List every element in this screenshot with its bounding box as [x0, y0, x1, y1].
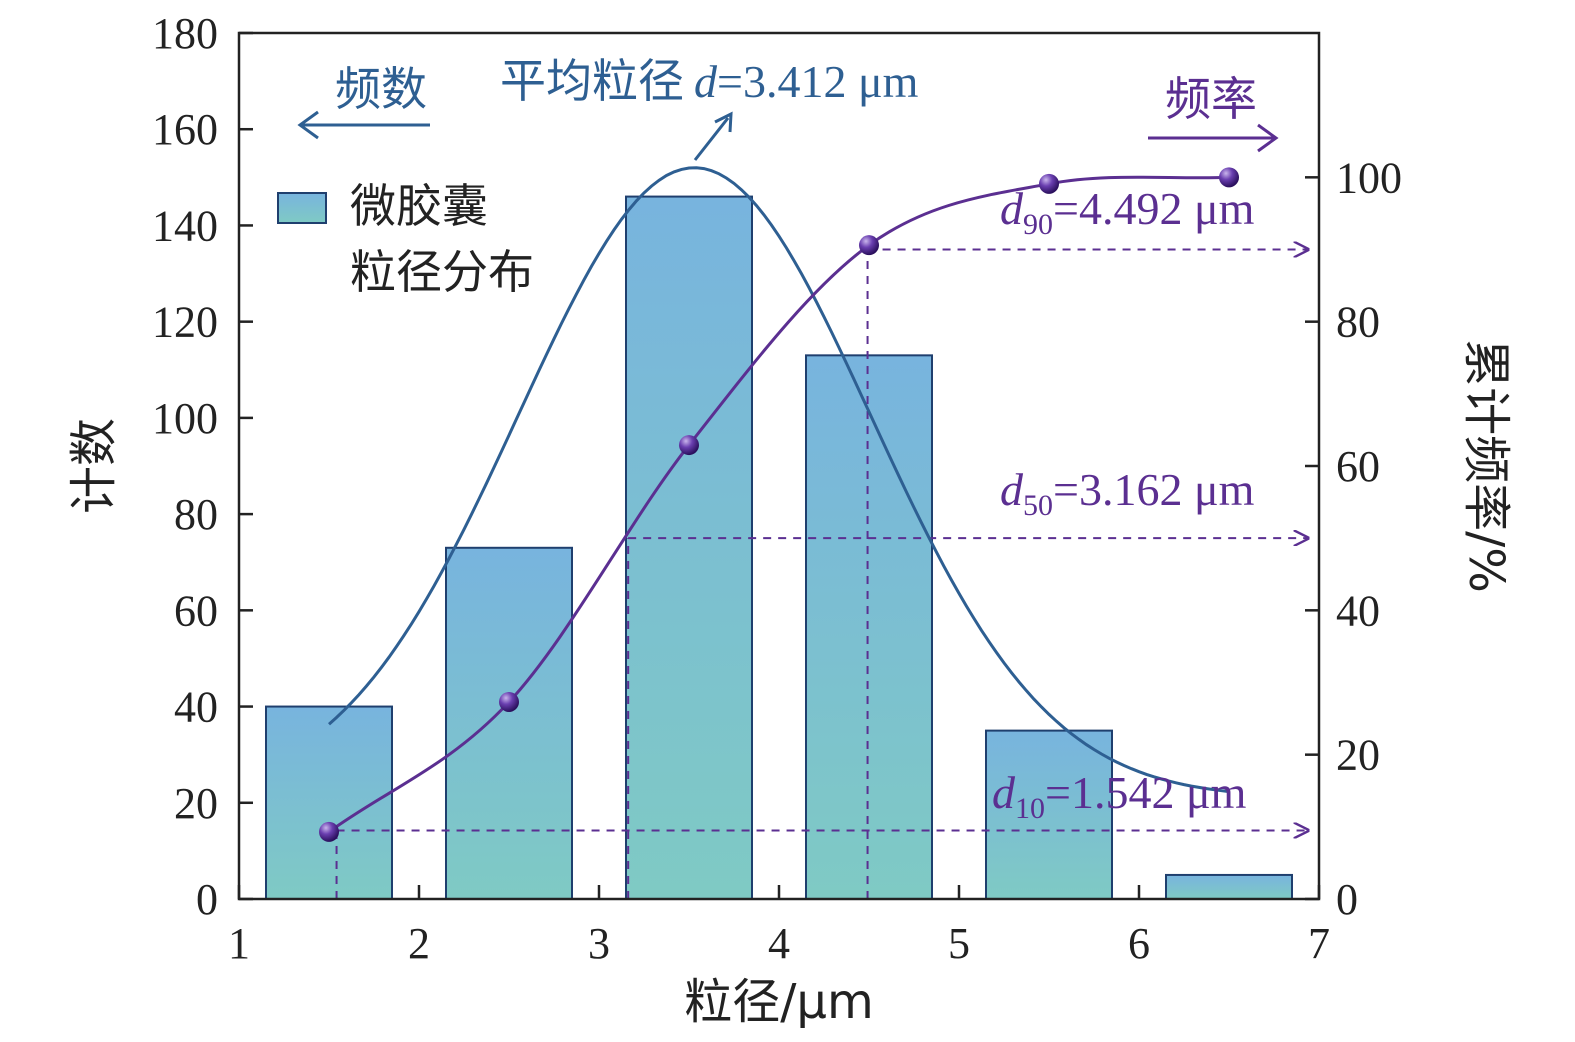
y-right-tick-label-100: 100	[1336, 153, 1402, 202]
d50-subscript: 50	[1023, 489, 1053, 522]
d10-symbol: d	[992, 767, 1016, 818]
x-tick-label-2: 2	[408, 919, 430, 968]
right-arrow-annotation: 频率	[1148, 72, 1279, 153]
legend-label-line2: 粒径分布	[350, 245, 534, 299]
mean-label-symbol: d	[694, 56, 718, 107]
y-left-tick-label-80: 80	[174, 490, 218, 539]
cumulative-marker-5	[1039, 173, 1059, 194]
y-left-tick-label-100: 100	[152, 394, 218, 443]
y-left-axis-title: 计数	[66, 418, 122, 514]
histogram-bars	[265, 195, 1293, 901]
cumulative-marker-1	[319, 821, 339, 842]
d10-label: d10=1.542 μm	[992, 767, 1247, 825]
y-right-tick-label-80: 80	[1336, 298, 1380, 347]
d50-value: =3.162 μm	[1053, 464, 1255, 515]
y-right-axis-title: 累计频率/%	[1458, 339, 1514, 593]
mean-label-prefix: 平均粒径	[500, 54, 684, 108]
y-right-tick-label-40: 40	[1336, 586, 1380, 635]
y-right-tick-label-20: 20	[1336, 731, 1380, 780]
d10-subscript: 10	[1015, 792, 1045, 825]
y-left-tick-label-20: 20	[174, 779, 218, 828]
y-left-tick-label-140: 140	[152, 201, 218, 250]
y-right-tick-label-60: 60	[1336, 442, 1380, 491]
right-arrow-label: 频率	[1165, 72, 1257, 126]
d50-label: d50=3.162 μm	[1000, 464, 1255, 522]
d10-value: =1.542 μm	[1045, 767, 1247, 818]
y-left-tick-label-0: 0	[196, 875, 218, 924]
cumulative-marker-3	[679, 435, 699, 456]
y-left-axis-ticks: 0 20 40 60 80 100 120 140 160 180	[152, 9, 253, 924]
d90-label: d90=4.492 μm	[1000, 183, 1255, 241]
reference-lines	[335, 250, 1308, 899]
y-left-tick-label-40: 40	[174, 683, 218, 732]
x-axis-ticks: 1 2 3 4 5 6 7	[228, 885, 1330, 968]
x-tick-label-6: 6	[1128, 919, 1150, 968]
legend-label-line1: 微胶囊	[350, 179, 488, 233]
y-left-tick-label-120: 120	[152, 298, 218, 347]
x-tick-label-1: 1	[228, 919, 250, 968]
mean-arrow-head	[714, 111, 733, 133]
x-tick-label-3: 3	[588, 919, 610, 968]
bar-4	[805, 354, 933, 901]
right-arrow-head	[1257, 123, 1279, 153]
legend: 微胶囊 粒径分布	[277, 179, 534, 299]
bar-2	[445, 546, 573, 900]
mean-annotation: 平均粒径 d=3.412 μm	[500, 54, 919, 161]
legend-swatch	[277, 192, 327, 224]
x-tick-label-7: 7	[1308, 919, 1330, 968]
d90-symbol: d	[1000, 183, 1024, 234]
y-right-tick-label-0: 0	[1336, 875, 1358, 924]
cumulative-marker-4	[859, 235, 879, 256]
left-arrow-head	[297, 110, 319, 140]
mean-label: 平均粒径 d=3.412 μm	[500, 54, 919, 108]
y-right-axis-ticks: 0 20 40 60 80 100	[1305, 153, 1402, 924]
mean-label-value: =3.412 μm	[717, 56, 919, 107]
bar-6	[1165, 873, 1293, 901]
d90-subscript: 90	[1023, 208, 1053, 241]
cumulative-marker-2	[499, 691, 519, 712]
cumulative-marker-6	[1219, 167, 1239, 188]
mean-arrow-shaft	[693, 117, 730, 161]
bar-3	[625, 195, 753, 901]
x-axis-title: 粒径/μm	[684, 974, 873, 1030]
y-left-tick-label-60: 60	[174, 586, 218, 635]
d50-symbol: d	[1000, 464, 1024, 515]
gaussian-fit-curve	[328, 166, 1230, 794]
cumulative-markers	[319, 167, 1239, 842]
left-arrow-annotation: 频数	[297, 62, 430, 140]
y-left-tick-label-160: 160	[152, 105, 218, 154]
left-arrow-label: 频数	[335, 62, 427, 116]
x-tick-label-5: 5	[948, 919, 970, 968]
d90-value: =4.492 μm	[1053, 183, 1255, 234]
x-tick-label-4: 4	[768, 919, 790, 968]
y-left-tick-label-180: 180	[152, 9, 218, 58]
